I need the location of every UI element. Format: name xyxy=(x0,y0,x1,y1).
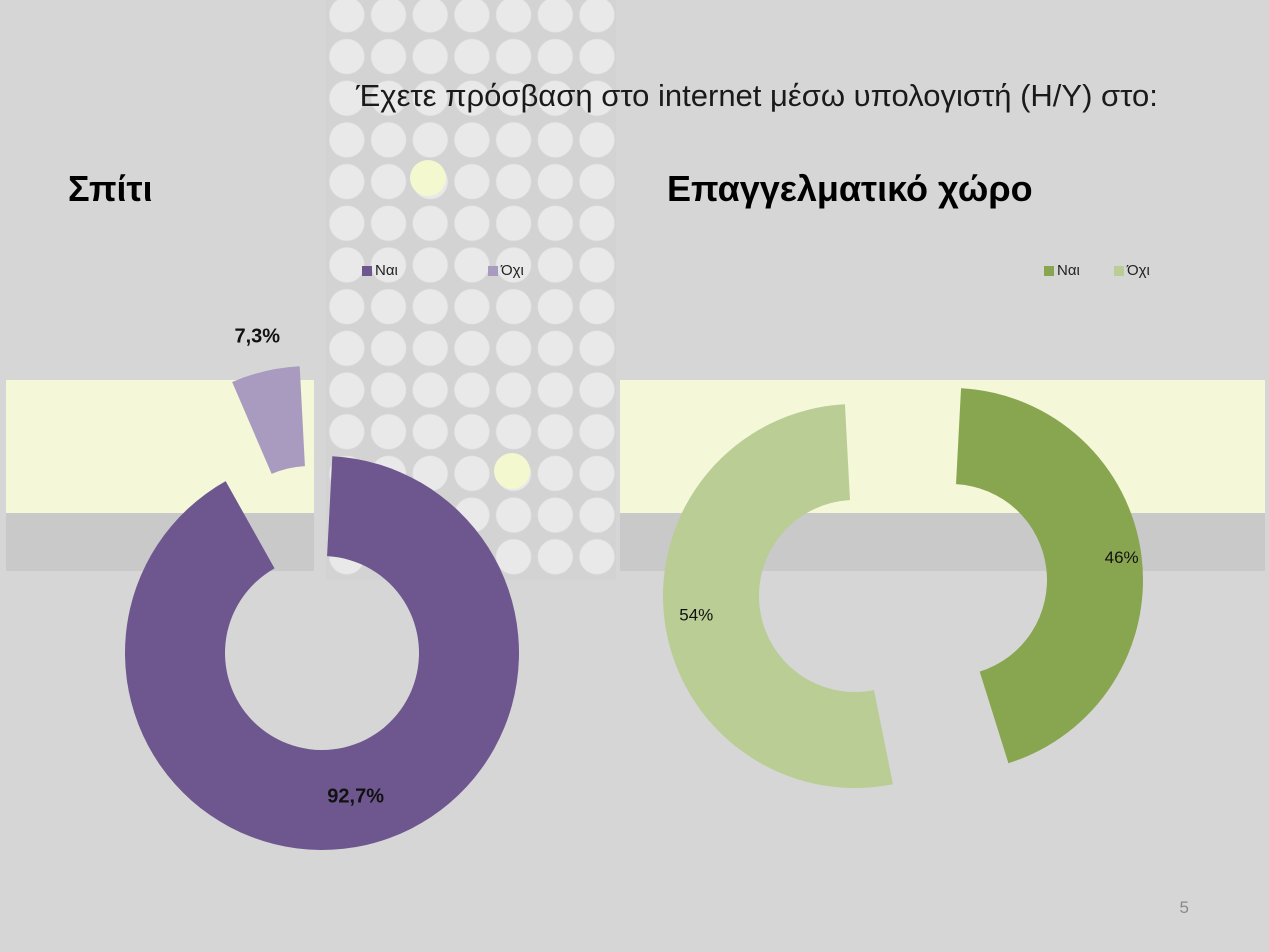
legend-entry-no: Όχι xyxy=(1114,262,1150,279)
legend-label-no: Όχι xyxy=(501,262,524,279)
legend-label-yes: Ναι xyxy=(375,262,398,279)
legend-label-no: Όχι xyxy=(1127,262,1150,279)
legend-swatch-no xyxy=(1114,265,1124,276)
slide-title: Έχετε πρόσβαση στο internet μέσω υπολογι… xyxy=(356,78,1158,113)
legend-entry-no: Όχι xyxy=(488,262,524,279)
legend-swatch-yes xyxy=(1044,265,1054,276)
legend-work: Ναι Όχι xyxy=(1044,262,1150,279)
legend-entry-yes: Ναι xyxy=(362,262,488,279)
legend-entry-yes: Ναι xyxy=(1044,262,1114,279)
legend-home: Ναι Όχι xyxy=(362,262,524,279)
decor-highlight-dot xyxy=(410,160,446,196)
donut-slice-yes xyxy=(956,388,1143,764)
data-label-yes: 92,7% xyxy=(327,785,384,807)
page-number: 5 xyxy=(1179,898,1189,917)
donut-chart-home: 92,7% 7,3% xyxy=(124,325,519,850)
donut-slice-no xyxy=(663,404,893,788)
legend-swatch-no xyxy=(488,265,498,276)
legend-swatch-yes xyxy=(362,265,372,276)
data-label-no: 54% xyxy=(679,606,713,625)
data-label-no: 7,3% xyxy=(234,325,280,347)
donut-slice-no xyxy=(232,366,305,474)
donut-chart-work: 46% 54% xyxy=(663,388,1143,788)
chart-title-home: Σπίτι xyxy=(68,168,153,209)
chart-title-work: Επαγγελματικό χώρο xyxy=(667,168,1033,209)
decor-highlight-dot xyxy=(494,453,530,489)
data-label-yes: 46% xyxy=(1105,548,1139,567)
legend-label-yes: Ναι xyxy=(1057,262,1080,279)
donut-slice-yes xyxy=(124,456,519,850)
